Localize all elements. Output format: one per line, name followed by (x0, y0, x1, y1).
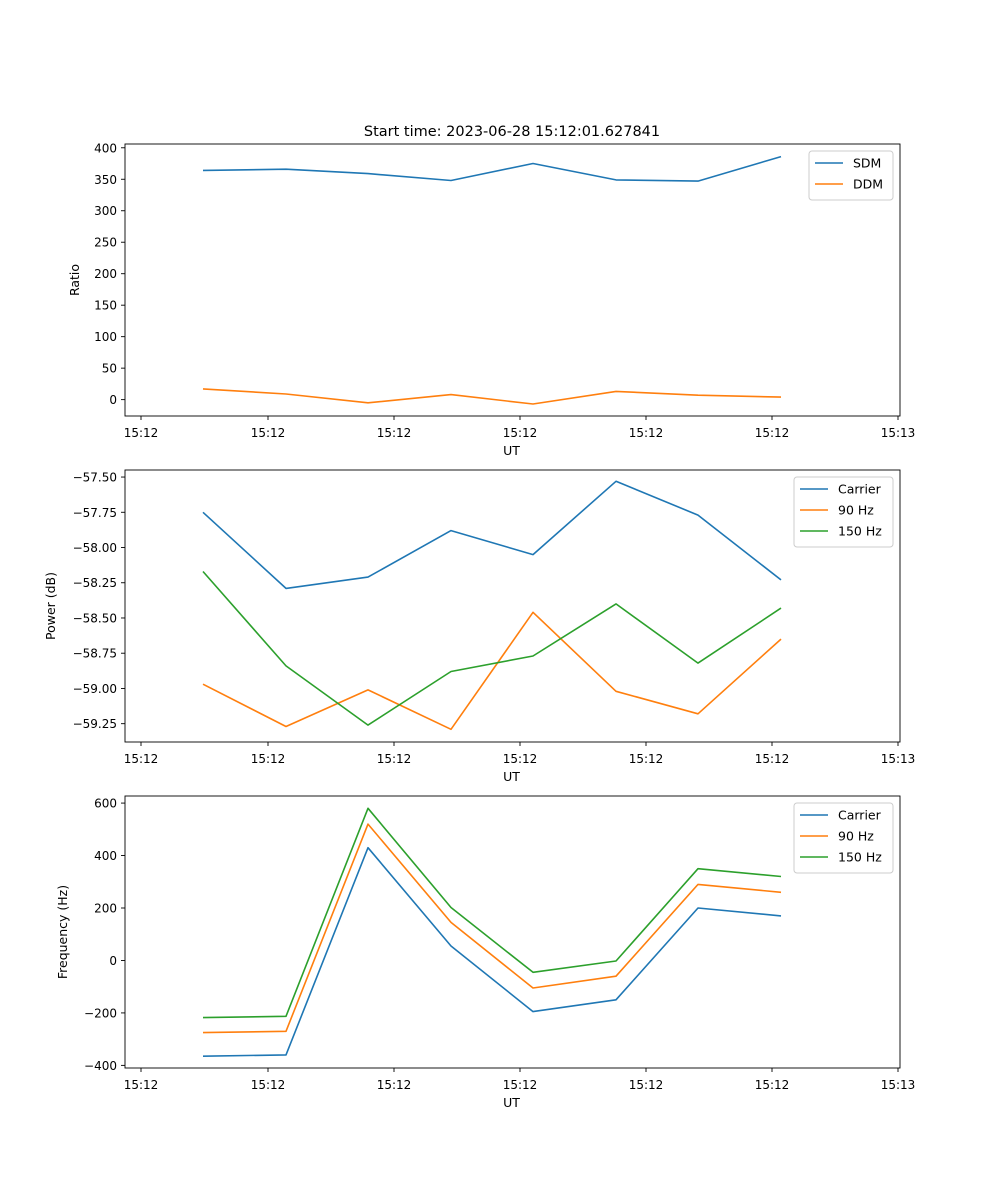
x-axis-label: UT (503, 1095, 520, 1110)
x-tick-label: 15:12 (377, 1078, 412, 1092)
series-line-carrier (202, 480, 782, 590)
legend-label: DDM (853, 177, 883, 192)
x-tick-label: 15:12 (503, 426, 538, 440)
y-tick-label: −57.75 (73, 506, 117, 520)
series-line-150-hz (202, 807, 782, 1019)
y-tick-label: 400 (94, 849, 117, 863)
series-line-90-hz (202, 823, 782, 1034)
y-tick-label: −59.25 (73, 717, 117, 731)
y-axis-label: Power (dB) (43, 572, 58, 640)
legend-box (793, 802, 894, 874)
panels: 0 50 100 150 200 250 300 350 400 15:12 15:12 15:12 1… (43, 141, 915, 1110)
panel-3: −400 −200 0 200 400 600 15:12 15:12 15:12 15:12 15… (55, 795, 916, 1110)
axes-frame (124, 469, 901, 743)
y-tick-label: −58.25 (73, 576, 117, 590)
y-tick-label: 300 (94, 204, 117, 218)
legend-label: Carrier (838, 808, 882, 823)
x-axis-label: UT (503, 443, 520, 458)
y-tick-label: −200 (84, 1006, 117, 1020)
x-tick-label: 15:12 (629, 752, 664, 766)
y-tick-label: 50 (102, 362, 117, 376)
axes-frame (124, 143, 901, 417)
y-axis-label: Ratio (67, 264, 82, 296)
panel-2: −59.25 −59.00 −58.75 −58.50 −58.25 −58.00 −57.… (43, 469, 916, 784)
y-tick-label: −58.00 (73, 541, 117, 555)
legend: Carrier 90 Hz 150 Hz (793, 802, 894, 874)
y-tick-label: 0 (109, 393, 117, 407)
axes-frame (124, 795, 901, 1069)
panel-1: 0 50 100 150 200 250 300 350 400 15:12 15:12 15:12 1… (67, 141, 915, 458)
series-line-carrier (202, 846, 782, 1057)
y-tick-label: 600 (94, 797, 117, 811)
y-axis-label: Frequency (Hz) (55, 885, 70, 979)
x-tick-label: 15:13 (881, 752, 916, 766)
x-tick-label: 15:12 (377, 426, 412, 440)
x-tick-label: 15:12 (124, 426, 159, 440)
x-tick-label: 15:13 (881, 426, 916, 440)
x-tick-label: 15:12 (377, 752, 412, 766)
legend-label: 150 Hz (838, 850, 882, 865)
legend-label: 90 Hz (838, 503, 874, 518)
x-tick-label: 15:12 (629, 426, 664, 440)
y-tick-label: 350 (94, 173, 117, 187)
y-tick-label: 100 (94, 330, 117, 344)
x-tick-label: 15:12 (629, 1078, 664, 1092)
x-tick-label: 15:12 (755, 426, 790, 440)
legend-label: SDM (853, 156, 881, 171)
series-line-ddm (202, 388, 782, 405)
y-tick-label: −59.00 (73, 682, 117, 696)
y-tick-label: 250 (94, 236, 117, 250)
x-tick-label: 15:12 (755, 1078, 790, 1092)
y-tick-label: 400 (94, 141, 117, 155)
legend-label: Carrier (838, 482, 882, 497)
y-tick-label: 150 (94, 299, 117, 313)
x-axis-label: UT (503, 769, 520, 784)
x-tick-label: 15:12 (503, 752, 538, 766)
legend: SDM DDM (808, 150, 894, 201)
y-tick-label: −58.50 (73, 611, 117, 625)
y-tick-label: 200 (94, 267, 117, 281)
legend-box (793, 476, 894, 548)
x-tick-label: 15:12 (251, 1078, 286, 1092)
y-tick-label: −400 (84, 1059, 117, 1073)
x-tick-label: 15:12 (755, 752, 790, 766)
x-tick-label: 15:12 (124, 752, 159, 766)
y-tick-label: −57.50 (73, 471, 117, 485)
x-tick-label: 15:12 (251, 752, 286, 766)
y-tick-label: 200 (94, 902, 117, 916)
x-tick-label: 15:13 (881, 1078, 916, 1092)
x-tick-label: 15:12 (124, 1078, 159, 1092)
y-tick-label: −58.75 (73, 647, 117, 661)
y-tick-label: 0 (109, 954, 117, 968)
x-tick-label: 15:12 (251, 426, 286, 440)
figure-title: Start time: 2023-06-28 15:12:01.627841 (364, 124, 660, 140)
legend-label: 150 Hz (838, 524, 882, 539)
series-line-90-hz (202, 611, 782, 731)
x-tick-label: 15:12 (503, 1078, 538, 1092)
series-line-150-hz (202, 570, 782, 726)
series-line-sdm (202, 155, 782, 182)
legend: Carrier 90 Hz 150 Hz (793, 476, 894, 548)
legend-label: 90 Hz (838, 829, 874, 844)
